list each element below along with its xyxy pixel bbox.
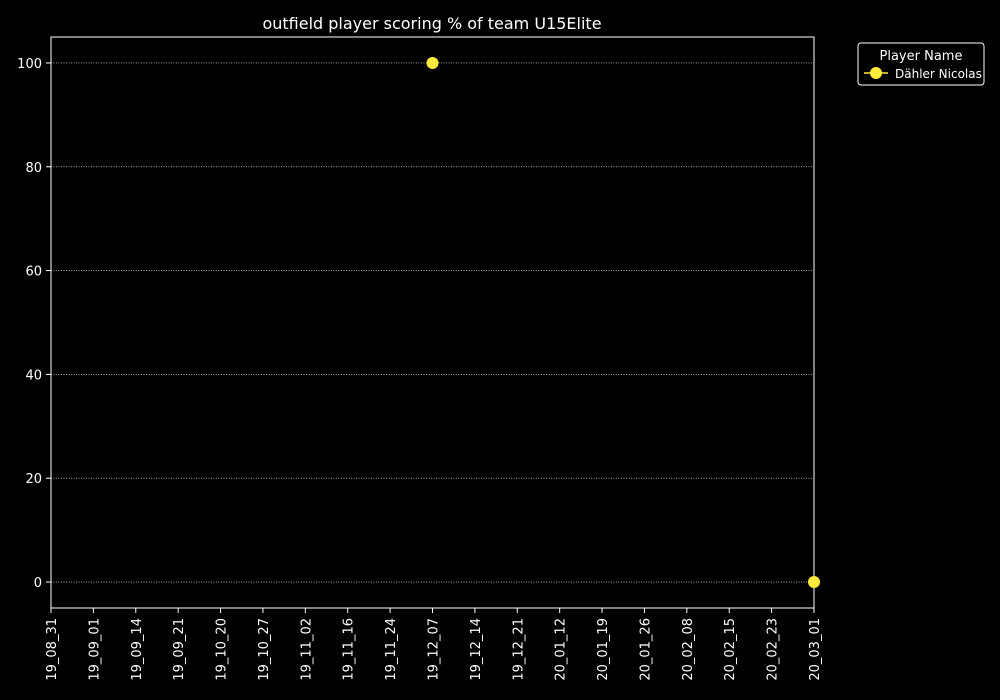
x-tick-label: 19_08_31 [45, 618, 60, 681]
grid-lines [51, 62, 814, 583]
chart-title: outfield player scoring % of team U15Eli… [262, 14, 601, 33]
y-tick-label: 80 [25, 161, 42, 176]
x-tick-label: 19_10_27 [257, 618, 272, 681]
x-tick-label: 20_01_19 [596, 618, 611, 681]
x-tick-label: 19_09_21 [172, 618, 187, 681]
legend-marker [870, 67, 882, 79]
legend-box [857, 42, 985, 86]
data-points [426, 56, 820, 589]
x-tick-label: 19_12_14 [469, 618, 484, 681]
tick-labels: 0 20 40 60 80 100 19_08_31 19_09_01 19_09_14 19_0… [17, 57, 823, 681]
y-tick-label: 60 [25, 265, 42, 280]
x-tick-label: 19_12_07 [427, 618, 442, 681]
x-tick-label: 20_01_12 [554, 618, 569, 681]
plot-frame [50, 36, 815, 609]
x-tick-label: 19_11_24 [384, 618, 399, 681]
legend-title: Player Name [880, 49, 963, 64]
y-tick-label: 40 [25, 368, 42, 383]
x-tick-label: 19_11_16 [342, 618, 357, 681]
x-tick-label: 19_12_21 [511, 618, 526, 681]
x-tick-label: 20_02_23 [766, 618, 781, 681]
y-tick-label: 0 [34, 576, 42, 591]
legend: Player Name Dähler Nicolas [857, 42, 985, 86]
data-point [426, 56, 439, 69]
x-tick-label: 19_11_02 [299, 618, 314, 681]
x-tick-label: 20_02_15 [723, 618, 738, 681]
x-tick-label: 19_09_14 [130, 618, 145, 681]
x-tick-label: 19_10_20 [215, 618, 230, 681]
x-tick-label: 20_01_26 [638, 618, 653, 681]
y-tick-label: 20 [25, 472, 42, 487]
x-tick-label: 19_09_01 [87, 618, 102, 681]
y-tick-label: 100 [17, 57, 42, 72]
axes [46, 36, 815, 613]
x-tick-label: 20_03_01 [808, 618, 823, 681]
x-tick-label: 20_02_08 [681, 618, 696, 681]
data-point [808, 576, 820, 589]
legend-entry-label: Dähler Nicolas [895, 67, 982, 81]
